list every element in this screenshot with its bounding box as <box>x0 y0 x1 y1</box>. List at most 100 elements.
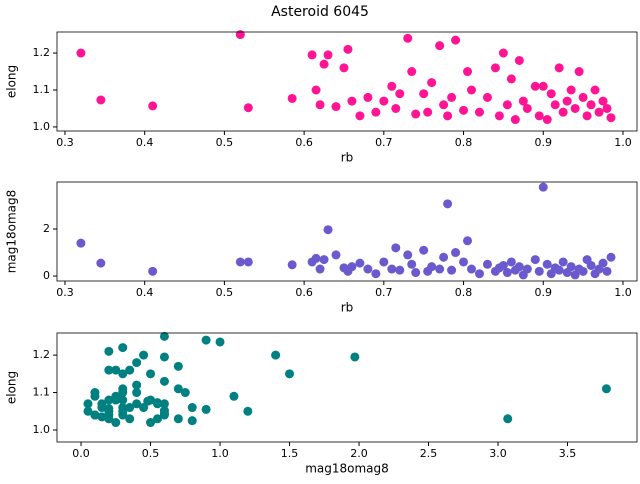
x-tick-label: 0.7 <box>375 136 393 149</box>
scatter-point <box>96 258 106 268</box>
x-tick-label: 0.6 <box>295 286 313 299</box>
scatter-point <box>538 81 548 91</box>
scatter-point <box>447 265 457 275</box>
scatter-point <box>139 403 149 413</box>
scatter-point <box>315 264 325 274</box>
scatter-point <box>363 264 373 274</box>
scatter-point <box>443 199 453 209</box>
scatter-point <box>407 259 417 269</box>
scatter-point <box>118 410 128 420</box>
y-axis-label: elong <box>5 371 19 404</box>
scatter-point <box>574 67 584 77</box>
scatter-point <box>601 384 611 394</box>
scatter-point <box>566 85 576 95</box>
scatter-point <box>403 250 413 260</box>
y-tick-label: 2 <box>43 222 50 235</box>
scatter-point <box>104 346 114 356</box>
x-axis-label: rb <box>341 301 354 315</box>
scatter-point <box>459 105 469 115</box>
scatter-point <box>427 262 437 272</box>
scatter-point <box>323 50 333 60</box>
scatter-point <box>554 63 564 73</box>
scatter-point <box>331 250 341 260</box>
y-tick-label: 1.2 <box>33 46 51 59</box>
scatter-point <box>319 59 329 69</box>
scatter-point <box>339 63 349 73</box>
scatter-point <box>347 96 357 106</box>
scatter-point <box>343 44 353 54</box>
scatter-point <box>371 107 381 117</box>
scatter-point <box>159 352 169 362</box>
scatter-point <box>355 258 365 268</box>
scatter-point <box>118 343 128 353</box>
x-tick-label: 0.3 <box>56 286 74 299</box>
scatter-point <box>379 257 389 267</box>
scatter-point <box>490 63 500 73</box>
x-tick-label: 0.7 <box>375 286 393 299</box>
scatter-point <box>423 107 433 117</box>
scatter-point <box>419 245 429 255</box>
scatter-point <box>104 395 114 405</box>
scatter-point <box>566 262 576 272</box>
scatter-point <box>474 107 484 117</box>
scatter-point <box>118 369 128 379</box>
scatter-point <box>152 414 162 424</box>
scatter-point <box>379 96 389 106</box>
scatter-point <box>125 403 135 413</box>
scatter-point <box>467 264 477 274</box>
scatter-point <box>403 33 413 43</box>
x-tick-label: 1.0 <box>614 286 632 299</box>
scatter-point <box>606 252 616 262</box>
scatter-point <box>590 85 600 95</box>
scatter-point <box>76 238 86 248</box>
x-tick-label: 0.6 <box>295 136 313 149</box>
chart-title: Asteroid 6045 <box>271 4 369 20</box>
scatter-point <box>606 113 616 123</box>
scatter-point <box>97 399 107 409</box>
scatter-point <box>287 93 297 103</box>
scatter-point <box>132 388 142 398</box>
scatter-point <box>285 369 295 379</box>
x-tick-label: 0.8 <box>455 136 473 149</box>
scatter-point <box>323 225 333 235</box>
scatter-point <box>602 266 612 276</box>
scatter-point <box>482 259 492 269</box>
x-tick-label: 2.0 <box>350 447 368 460</box>
scatter-point <box>173 361 183 371</box>
scatter-point <box>173 384 183 394</box>
axes-frame <box>56 332 638 443</box>
scatter-point <box>148 101 158 111</box>
scatter-point <box>467 85 477 95</box>
scatter-point <box>319 255 329 265</box>
scatter-point <box>243 406 253 416</box>
scatter-point <box>159 399 169 409</box>
scatter-point <box>159 410 169 420</box>
scatter-point <box>522 103 532 113</box>
y-tick-label: 1.2 <box>33 348 51 361</box>
scatter-point <box>132 358 142 368</box>
scatter-point <box>538 182 548 192</box>
scatter-point <box>530 255 540 265</box>
scatter-point <box>104 406 114 416</box>
scatter-point <box>411 268 421 278</box>
scatter-point <box>307 50 317 60</box>
scatter-point <box>498 48 508 58</box>
x-tick-label: 0.8 <box>455 286 473 299</box>
scatter-point <box>83 406 93 416</box>
scatter-point <box>459 257 469 267</box>
x-tick-label: 0.4 <box>136 136 154 149</box>
scatter-point <box>315 100 325 110</box>
y-tick-label: 1.0 <box>33 423 51 436</box>
scatter-point <box>350 352 360 362</box>
scatter-point <box>159 376 169 386</box>
scatter-point <box>582 111 592 121</box>
scatter-point <box>173 414 183 424</box>
scatter-point <box>146 395 156 405</box>
scatter-point <box>498 260 508 270</box>
scatter-point <box>451 35 461 45</box>
scatter-point <box>502 100 512 110</box>
x-tick-label: 1.0 <box>211 447 229 460</box>
scatter-point <box>180 388 190 398</box>
y-tick-label: 1.1 <box>33 83 51 96</box>
